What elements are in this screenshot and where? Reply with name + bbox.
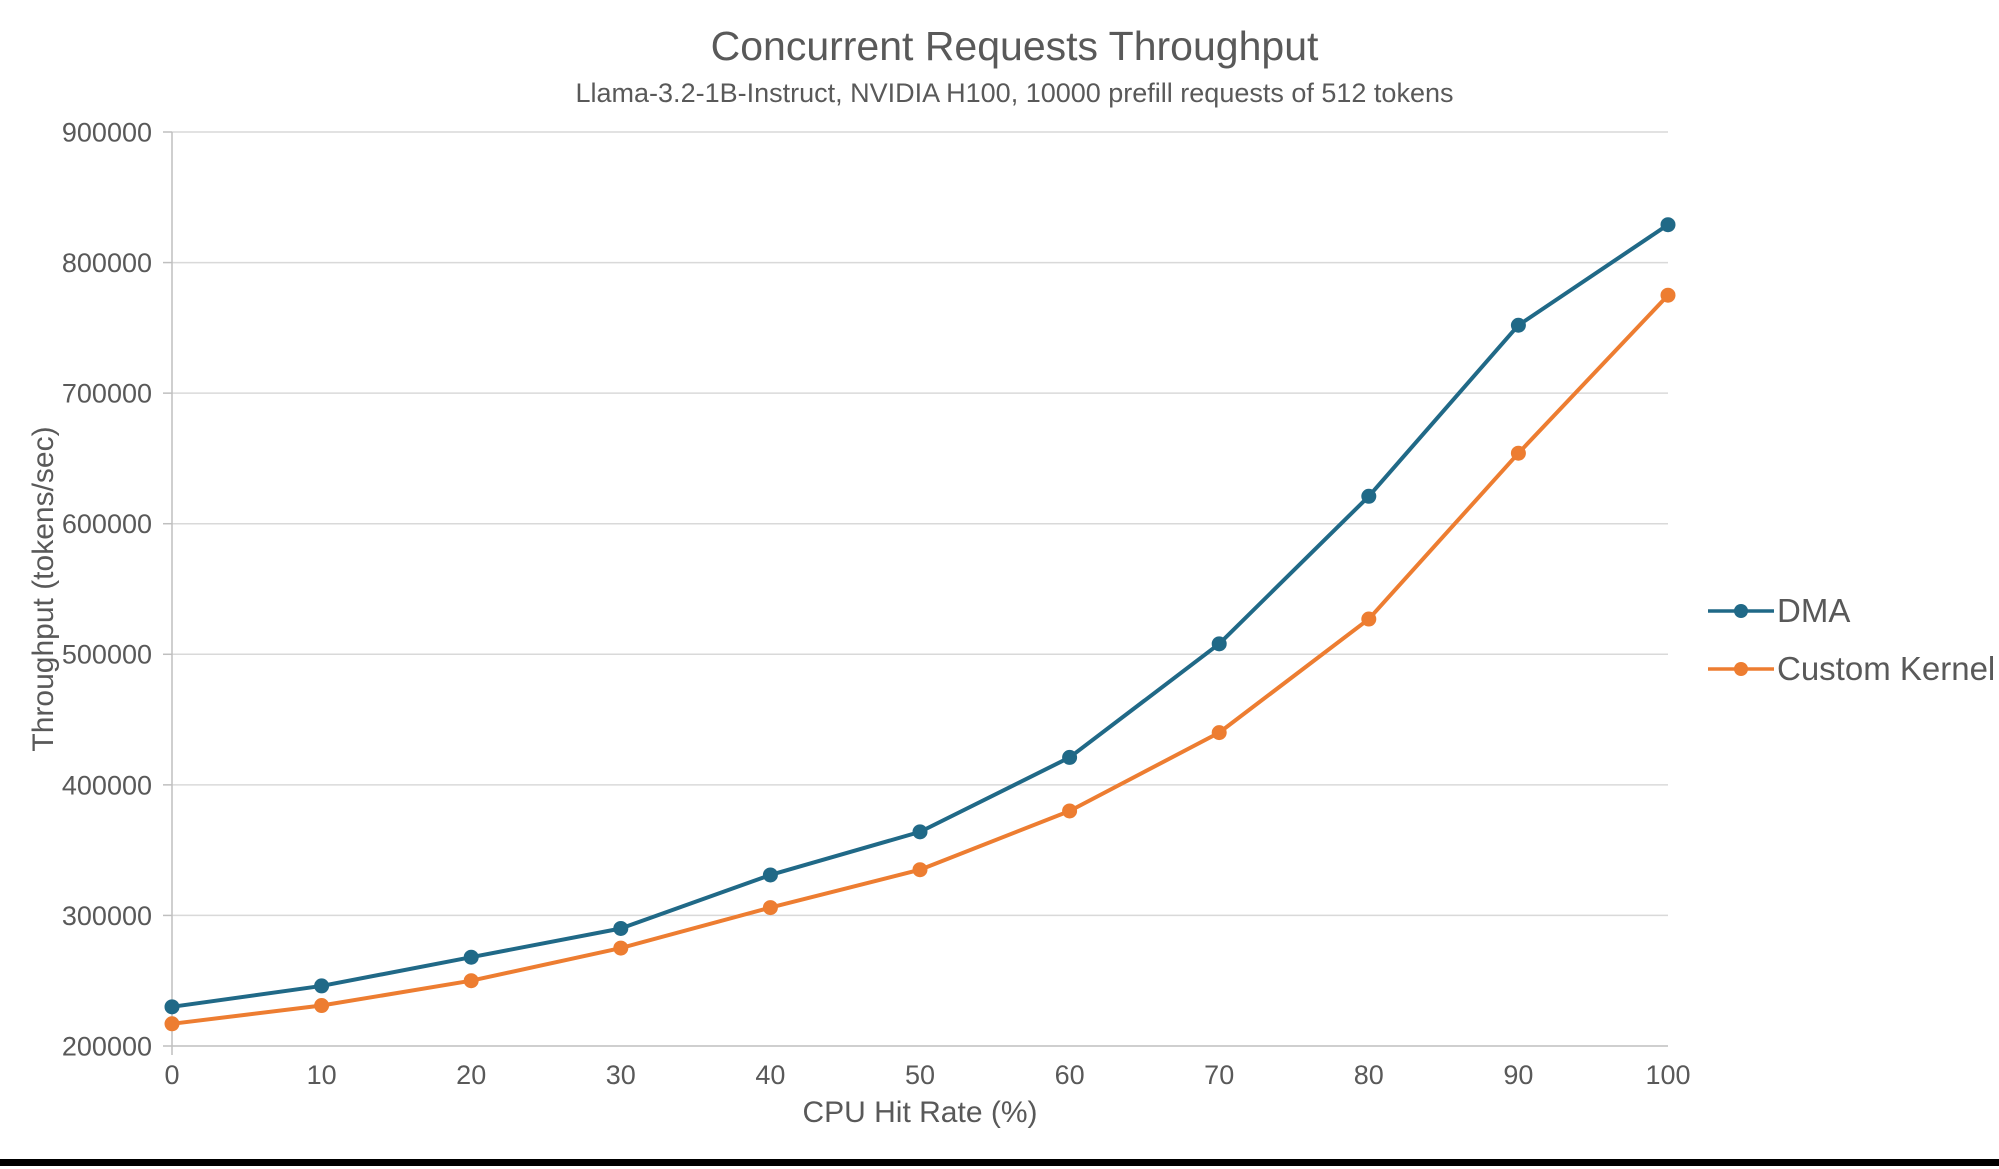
data-point-dma xyxy=(314,978,330,994)
data-point-custom-kernel xyxy=(164,1016,180,1032)
data-point-dma xyxy=(1510,317,1526,333)
x-tick-label: 10 xyxy=(307,1060,337,1090)
y-tick-label: 300000 xyxy=(62,901,152,931)
y-tick-label: 900000 xyxy=(62,117,152,147)
data-point-custom-kernel xyxy=(1361,611,1377,627)
data-point-dma xyxy=(1660,217,1676,233)
chart-subtitle: Llama-3.2-1B-Instruct, NVIDIA H100, 1000… xyxy=(575,78,1454,108)
legend-marker-icon xyxy=(1708,604,1774,618)
y-tick-label: 500000 xyxy=(62,640,152,670)
data-point-custom-kernel xyxy=(1660,287,1676,303)
data-point-custom-kernel xyxy=(463,973,479,989)
data-point-dma xyxy=(164,999,180,1015)
y-tick-label: 400000 xyxy=(62,770,152,800)
y-tick-label: 800000 xyxy=(62,248,152,278)
y-axis-title: Throughput (tokens/sec) xyxy=(27,426,60,752)
legend-marker-icon xyxy=(1708,662,1774,676)
data-point-custom-kernel xyxy=(613,940,629,956)
y-tick-label: 200000 xyxy=(62,1031,152,1061)
data-point-custom-kernel xyxy=(762,900,778,916)
x-tick-label: 70 xyxy=(1204,1060,1234,1090)
data-point-dma xyxy=(1211,636,1227,652)
data-point-custom-kernel xyxy=(314,998,330,1014)
x-axis-title: CPU Hit Rate (%) xyxy=(802,1096,1038,1129)
legend-item-dma: DMA xyxy=(1708,592,1995,630)
x-tick-label: 40 xyxy=(755,1060,785,1090)
data-point-dma xyxy=(1361,488,1377,504)
x-tick-label: 20 xyxy=(456,1060,486,1090)
chart-legend: DMA Custom Kernel xyxy=(1708,592,1995,688)
x-tick-label: 0 xyxy=(164,1060,179,1090)
data-point-custom-kernel xyxy=(912,862,928,878)
data-point-dma xyxy=(762,867,778,883)
data-point-custom-kernel xyxy=(1062,803,1078,819)
legend-item-custom-kernel: Custom Kernel xyxy=(1708,650,1995,688)
x-tick-label: 60 xyxy=(1055,1060,1085,1090)
x-tick-label: 50 xyxy=(905,1060,935,1090)
y-tick-label: 600000 xyxy=(62,509,152,539)
window-edge-bar xyxy=(0,1159,1999,1166)
data-point-dma xyxy=(1062,749,1078,765)
data-point-dma xyxy=(912,824,928,840)
data-point-dma xyxy=(613,920,629,936)
x-tick-label: 80 xyxy=(1354,1060,1384,1090)
series-line-dma xyxy=(170,222,1670,1009)
chart-title: Concurrent Requests Throughput xyxy=(710,23,1319,69)
x-tick-label: 30 xyxy=(606,1060,636,1090)
x-tick-label: 100 xyxy=(1645,1060,1690,1090)
legend-label: DMA xyxy=(1777,592,1851,629)
data-point-dma xyxy=(463,949,479,965)
y-tick-label: 700000 xyxy=(62,379,152,409)
data-point-custom-kernel xyxy=(1211,725,1227,741)
series-line-custom-kernel xyxy=(170,293,1670,1026)
data-point-custom-kernel xyxy=(1510,445,1526,461)
legend-label: Custom Kernel xyxy=(1777,650,1996,687)
x-tick-label: 90 xyxy=(1503,1060,1533,1090)
